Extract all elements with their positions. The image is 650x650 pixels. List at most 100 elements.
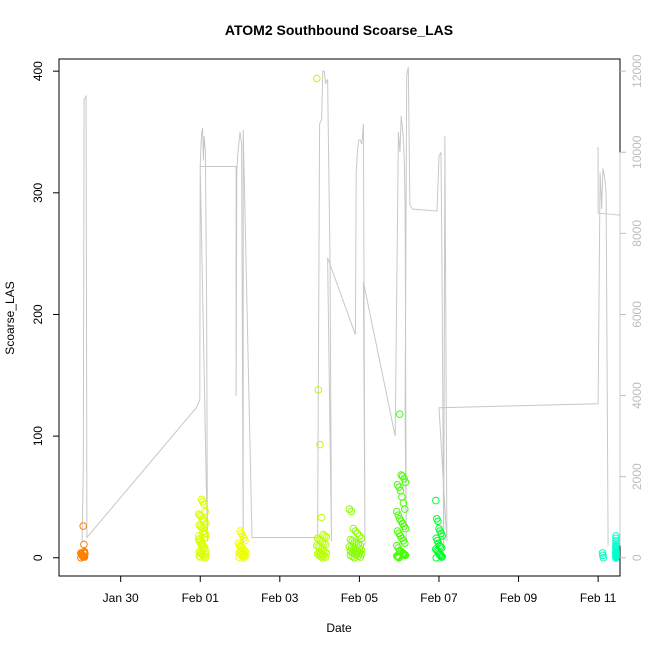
- y2-tick-label: 8000: [630, 220, 644, 247]
- data-point: [357, 534, 366, 543]
- data-point: [80, 540, 88, 549]
- data-point: [313, 74, 321, 83]
- y-tick-label: 100: [31, 426, 45, 446]
- secondary-line-layer: [81, 67, 621, 550]
- data-point: [435, 524, 443, 533]
- data-point: [353, 529, 362, 538]
- secondary-series-line-0: [81, 67, 609, 550]
- data-point: [395, 410, 404, 419]
- data-point: [352, 550, 361, 559]
- data-point: [393, 507, 401, 516]
- y-tick-label: 200: [31, 304, 45, 324]
- x-tick-label: Jan 30: [103, 591, 139, 605]
- data-point: [348, 536, 357, 545]
- data-point: [349, 524, 358, 533]
- data-point: [612, 536, 620, 545]
- data-point: [314, 386, 323, 394]
- y2-tick-label: 0: [630, 554, 644, 561]
- data-point: [197, 512, 205, 521]
- y-axis: 0 100 200 300 400: [31, 61, 59, 561]
- data-point: [315, 548, 324, 557]
- data-point: [435, 550, 444, 559]
- secondary-series-line-1: [596, 147, 621, 546]
- data-point: [79, 522, 87, 530]
- y2-tick-label: 6000: [630, 301, 644, 328]
- x-tick-label: Feb 05: [341, 591, 379, 605]
- data-point: [347, 507, 356, 516]
- x-axis: Jan 30 Feb 01 Feb 03 Feb 05 Feb 07 Feb 09 Feb …: [103, 576, 617, 605]
- data-point: [350, 538, 359, 546]
- x-axis-label: Date: [326, 621, 352, 635]
- data-point: [356, 553, 365, 561]
- data-point: [398, 472, 407, 481]
- data-point: [393, 527, 402, 535]
- data-point: [612, 534, 620, 543]
- data-point: [199, 528, 207, 537]
- x-tick-label: Feb 07: [420, 591, 458, 605]
- y-tick-label: 0: [31, 554, 45, 561]
- data-point: [317, 513, 326, 522]
- y2-tick-label: 10000: [630, 135, 644, 169]
- data-point: [401, 505, 409, 513]
- data-point: [393, 481, 402, 489]
- data-point: [394, 511, 403, 520]
- data-point: [194, 535, 203, 544]
- data-point: [394, 553, 403, 561]
- data-point: [238, 548, 246, 557]
- data-point: [395, 515, 404, 523]
- data-point: [345, 505, 354, 513]
- data-point: [197, 495, 206, 504]
- data-point: [350, 549, 359, 558]
- data-point: [346, 535, 355, 544]
- data-point: [433, 515, 441, 523]
- x-tick-label: Feb 11: [580, 591, 617, 605]
- data-point: [432, 496, 440, 505]
- data-point: [357, 546, 366, 554]
- y2-axis: 0 2000 4000 6000 8000 10000 12000: [620, 54, 644, 561]
- x-tick-label: Feb 09: [500, 591, 538, 605]
- data-point: [599, 554, 608, 562]
- data-point: [437, 553, 446, 561]
- chart-title: ATOM2 Southbound Scoarse_LAS: [225, 22, 453, 38]
- data-point: [80, 547, 89, 556]
- data-point: [612, 548, 620, 557]
- data-point: [313, 534, 322, 543]
- y-tick-label: 300: [31, 182, 45, 202]
- y-tick-label: 400: [31, 61, 45, 81]
- data-point: [237, 547, 245, 555]
- data-point: [77, 549, 85, 557]
- data-point: [612, 539, 620, 548]
- data-point: [239, 549, 247, 558]
- data-point: [201, 507, 209, 516]
- data-point: [398, 493, 406, 501]
- data-point: [321, 532, 329, 540]
- data-point: [316, 440, 324, 449]
- x-tick-label: Feb 01: [182, 591, 220, 605]
- data-point: [200, 517, 209, 526]
- data-point: [399, 549, 408, 558]
- data-point: [598, 549, 607, 557]
- y2-tick-label: 4000: [630, 382, 644, 409]
- data-point: [315, 535, 324, 544]
- data-point: [196, 511, 204, 520]
- points-layer: [77, 74, 620, 562]
- data-point: [317, 549, 325, 558]
- data-point: [397, 471, 406, 479]
- data-point: [234, 539, 243, 548]
- data-point: [351, 527, 360, 535]
- data-point: [436, 552, 445, 560]
- data-point: [355, 544, 364, 553]
- data-point: [194, 510, 203, 518]
- data-point: [393, 541, 401, 550]
- data-point: [354, 552, 363, 560]
- data-point: [319, 530, 328, 539]
- data-point: [401, 478, 410, 487]
- data-point: [612, 532, 620, 540]
- data-point: [355, 532, 364, 540]
- y2-tick-label: 12000: [630, 54, 644, 88]
- data-point: [393, 552, 401, 560]
- data-point: [236, 527, 244, 535]
- x-tick-label: Feb 03: [261, 591, 299, 605]
- data-point: [396, 487, 405, 495]
